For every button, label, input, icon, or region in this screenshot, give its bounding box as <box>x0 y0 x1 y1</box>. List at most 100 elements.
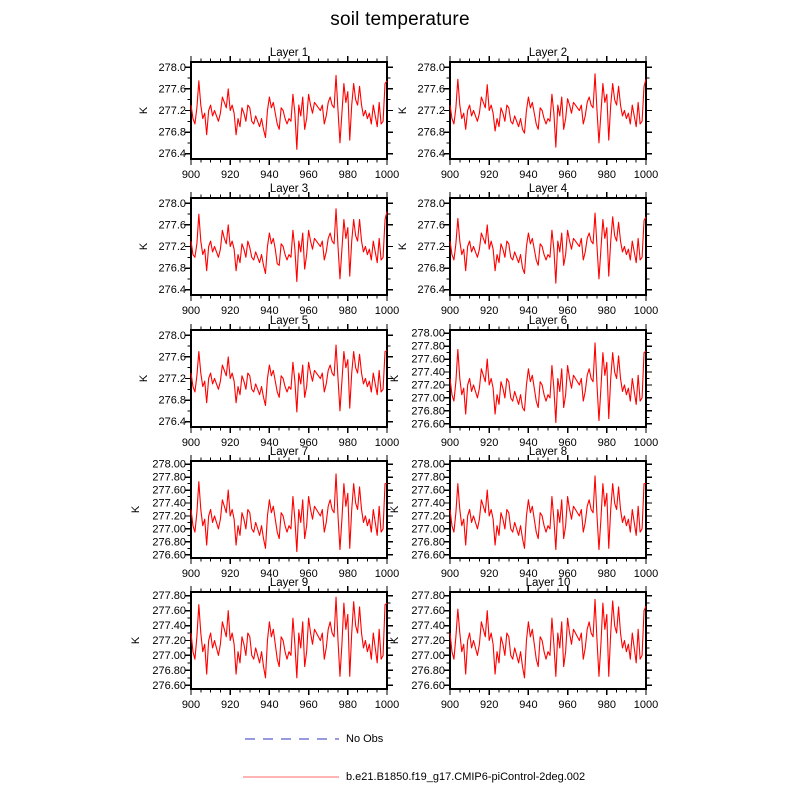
x-tick-label: 900 <box>441 305 459 317</box>
y-tick-label: 277.80 <box>411 472 445 484</box>
x-tick-label: 940 <box>519 437 537 449</box>
y-tick-label: 276.60 <box>411 549 445 561</box>
y-tick-label: 277.2 <box>417 105 445 117</box>
y-tick-label: 277.80 <box>152 590 186 602</box>
y-tick-label: 277.6 <box>158 219 186 231</box>
y-tick-label: 277.40 <box>411 620 445 632</box>
subplot-title: Layer 7 <box>270 446 308 458</box>
x-tick-label: 960 <box>299 568 317 580</box>
series-line <box>190 208 388 283</box>
x-tick-label: 1000 <box>375 169 399 181</box>
y-tick-label: 277.40 <box>152 620 186 632</box>
y-tick-label: 278.0 <box>158 198 186 210</box>
x-tick-label: 980 <box>598 437 616 449</box>
y-tick-label: 276.8 <box>158 395 186 407</box>
series-line <box>190 473 387 553</box>
x-tick-label: 940 <box>519 568 537 580</box>
series-line <box>190 596 388 679</box>
y-tick-label: 277.40 <box>411 367 445 379</box>
x-tick-label: 940 <box>260 305 278 317</box>
series-line <box>449 73 647 148</box>
y-tick-label: 277.80 <box>411 590 445 602</box>
x-tick-label: 980 <box>598 305 616 317</box>
y-tick-label: 277.00 <box>152 523 186 535</box>
y-tick-label: 277.60 <box>411 485 445 497</box>
y-axis-label: K <box>138 242 150 250</box>
x-tick-label: 960 <box>558 305 576 317</box>
series-line <box>449 475 646 551</box>
x-tick-label: 940 <box>260 437 278 449</box>
y-tick-label: 277.6 <box>417 219 445 231</box>
y-tick-label: 278.0 <box>158 62 186 74</box>
x-tick-label: 1000 <box>634 568 658 580</box>
x-tick-label: 1000 <box>375 699 399 711</box>
y-tick-label: 276.80 <box>411 536 445 548</box>
x-tick-label: 920 <box>221 699 239 711</box>
y-tick-label: 276.80 <box>152 665 186 677</box>
y-tick-label: 276.60 <box>411 418 445 430</box>
x-tick-label: 900 <box>182 568 200 580</box>
y-tick-label: 276.8 <box>417 127 445 139</box>
series-line <box>190 344 388 413</box>
x-tick-label: 940 <box>260 568 278 580</box>
y-tick-label: 277.6 <box>158 351 186 363</box>
x-tick-label: 980 <box>339 568 357 580</box>
x-tick-label: 940 <box>519 699 537 711</box>
subplot-layer-10: 900 920 940 960 980 1000 276.60 276.80 277.00 277… <box>389 577 658 711</box>
y-tick-label: 276.4 <box>417 284 445 296</box>
x-tick-label: 900 <box>441 169 459 181</box>
y-tick-label: 278.0 <box>158 330 186 342</box>
y-tick-label: 276.8 <box>158 263 186 275</box>
y-tick-label: 276.60 <box>411 680 445 692</box>
y-tick-label: 277.6 <box>158 83 186 95</box>
x-tick-label: 960 <box>299 169 317 181</box>
x-tick-label: 1000 <box>634 437 658 449</box>
y-tick-label: 277.2 <box>158 241 186 253</box>
y-tick-label: 276.60 <box>152 680 186 692</box>
subplot-layer-8: 900 920 940 960 980 1000276.60276.80277.00277… <box>389 446 658 580</box>
y-tick-label: 277.20 <box>411 379 445 391</box>
model-line-sample-icon <box>243 776 339 778</box>
y-axis-label: K <box>397 106 409 114</box>
y-tick-label: 277.00 <box>411 650 445 662</box>
no-obs-line-sample-icon <box>245 738 339 740</box>
y-axis-label: K <box>130 636 142 644</box>
y-axis-label: K <box>389 374 401 382</box>
y-tick-label: 277.2 <box>158 373 186 385</box>
y-tick-label: 277.20 <box>411 510 445 522</box>
x-tick-label: 920 <box>480 305 498 317</box>
subplot-layer-1: 900 920 940 960 980 1000 276.4 276.8 277.2 277.6 2… <box>138 47 399 181</box>
y-tick-label: 276.4 <box>158 148 186 160</box>
y-tick-label: 277.20 <box>152 510 186 522</box>
y-tick-label: 277.00 <box>411 523 445 535</box>
y-tick-label: 277.60 <box>411 354 445 366</box>
legend-label-model-case: b.e21.B1850.f19_g17.CMIP6-piControl-2deg… <box>346 771 586 783</box>
subplot-title: Layer 1 <box>270 47 308 59</box>
series-line <box>449 212 647 284</box>
subplot-layer-4: 900 920 940 960 980 1000 276.4 276.8 277.2 277.6 2… <box>397 183 658 317</box>
x-tick-label: 940 <box>519 305 537 317</box>
x-tick-label: 980 <box>598 568 616 580</box>
y-tick-label: 276.4 <box>417 148 445 160</box>
x-tick-label: 900 <box>182 699 200 711</box>
x-tick-label: 900 <box>182 169 200 181</box>
x-tick-label: 980 <box>339 437 357 449</box>
series-line <box>449 598 647 679</box>
subplot-title: Layer 6 <box>529 315 567 327</box>
y-axis-label: K <box>138 374 150 382</box>
y-tick-label: 277.2 <box>158 105 186 117</box>
x-tick-label: 920 <box>221 305 239 317</box>
y-tick-label: 276.8 <box>417 263 445 275</box>
subplot-title: Layer 2 <box>529 47 567 59</box>
y-tick-label: 276.80 <box>411 665 445 677</box>
y-axis-label: K <box>389 505 401 513</box>
x-tick-label: 980 <box>339 699 357 711</box>
y-axis-label: K <box>138 106 150 114</box>
y-tick-label: 277.6 <box>417 83 445 95</box>
subplot-title: Layer 4 <box>529 183 568 195</box>
x-tick-label: 1000 <box>375 568 399 580</box>
subplot-title: Layer 9 <box>270 577 308 589</box>
x-tick-label: 960 <box>558 699 576 711</box>
y-axis-label: K <box>130 505 142 513</box>
x-tick-label: 920 <box>480 437 498 449</box>
